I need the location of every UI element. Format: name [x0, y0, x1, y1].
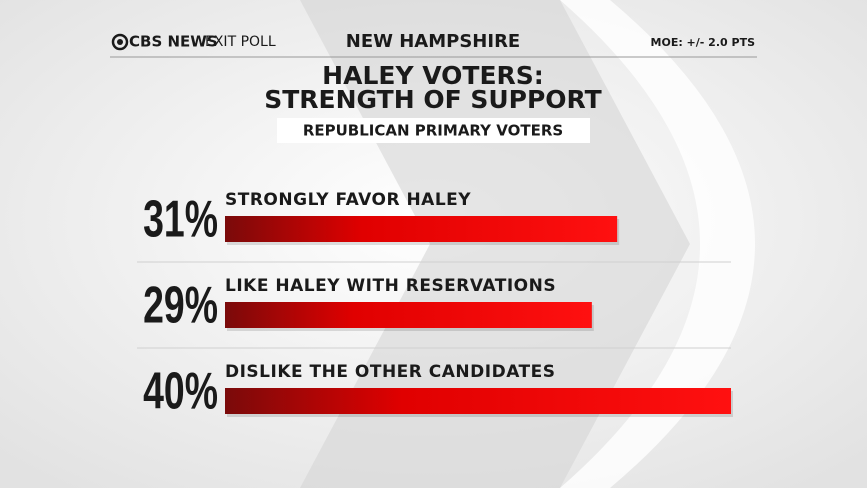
value-label: 31%: [143, 190, 218, 249]
category-label: DISLIKE THE OTHER CANDIDATES: [225, 362, 556, 382]
chart-subtitle: REPUBLICAN PRIMARY VOTERS: [303, 122, 563, 140]
category-label: STRONGLY FAVOR HALEY: [225, 190, 471, 210]
subtitle-box: [277, 118, 590, 143]
bar: [225, 388, 731, 414]
arc: [560, 0, 755, 488]
category-label: LIKE HALEY WITH RESERVATIONS: [225, 276, 556, 296]
logo-pupil: [117, 39, 123, 45]
moe: MOE: +/- 2.0 PTS: [651, 36, 756, 49]
brand: CBS NEWS: [129, 33, 218, 51]
brand-sub: EXIT POLL: [205, 34, 276, 50]
bar: [225, 302, 592, 328]
value-label: 29%: [143, 276, 218, 335]
value-label: 40%: [143, 362, 218, 421]
chart-title: HALEY VOTERS:: [322, 61, 544, 90]
logo: [111, 33, 129, 51]
region: NEW HAMPSHIRE: [346, 31, 520, 52]
chart-title-line2: STRENGTH OF SUPPORT: [264, 85, 602, 114]
bar: [225, 216, 618, 242]
